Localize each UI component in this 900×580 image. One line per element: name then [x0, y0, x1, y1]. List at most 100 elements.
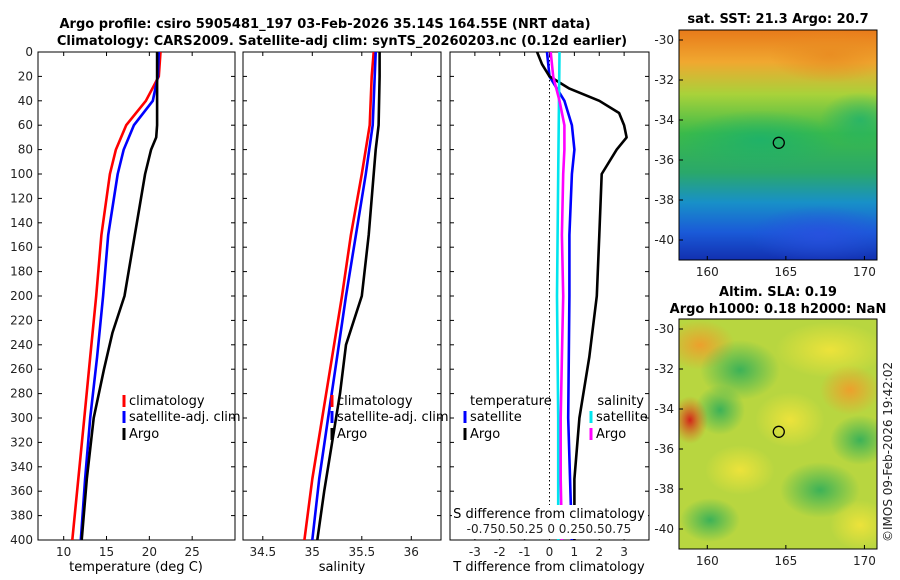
- salinity-lines: [303, 52, 381, 540]
- salinity-panel: 34.5 35 35.5 36 salinity climatology satell…: [242, 51, 449, 575]
- x-tick-label: 3: [620, 545, 628, 559]
- y-tick-label: 20: [18, 69, 33, 83]
- sla-patch: [680, 498, 740, 542]
- series-line-satellite-adj-clim: [79, 52, 161, 540]
- sst-heatmap: [679, 30, 877, 260]
- y-tick-label: 360: [10, 484, 33, 498]
- x-tick-label: 34.5: [249, 545, 276, 559]
- legend-temperature-heading: temperature: [470, 394, 552, 409]
- sst-map-title: sat. SST: 21.3 Argo: 20.7: [687, 12, 868, 27]
- x-tick-label: 2: [595, 545, 603, 559]
- top-axis-label-background: [452, 505, 648, 539]
- legend-s-satellite-label: satellite: [596, 410, 648, 425]
- sla-map-frame: [678, 318, 878, 550]
- y-tick-label: 0: [25, 45, 33, 59]
- x-tick-label: -1: [519, 545, 531, 559]
- sla-heatmap: [679, 319, 877, 549]
- map-y-tick-label: -40: [654, 522, 674, 536]
- x-tick-label: 0: [546, 545, 554, 559]
- x-tick-label: 10: [56, 545, 71, 559]
- sst-map-ticks: 160 165 170 -30 -32 -34 -36 -38 -40: [654, 33, 875, 279]
- y-tick-label: 60: [18, 118, 33, 132]
- x-tick-label: 20: [142, 545, 157, 559]
- y-tick-label: 80: [18, 143, 33, 157]
- y-tick-label: 380: [10, 509, 33, 523]
- difference-xlabel: T difference from climatology: [452, 560, 645, 575]
- y-tick-label: 120: [10, 191, 33, 205]
- y-tick-label: 100: [10, 167, 33, 181]
- series-line-climatology: [71, 52, 162, 540]
- x-tick-label: 15: [99, 545, 114, 559]
- sst-warm-patch: [770, 30, 877, 83]
- profile-location-marker: [772, 136, 785, 149]
- x-tick-label: 35: [305, 545, 320, 559]
- difference-panel: -3 -2 -1 0 1 2 3 T difference from climatology…: [449, 51, 650, 575]
- map-y-tick-label: -40: [654, 233, 674, 247]
- legend-argo-label: Argo: [337, 427, 367, 442]
- x-tick-label: -2: [494, 545, 506, 559]
- series-line-climatology: [303, 52, 375, 540]
- temperature-xlabel: temperature (deg C): [69, 560, 203, 575]
- map-y-tick-label: -38: [654, 482, 674, 496]
- salinity-legend: climatology satellite-adj. clim Argo: [330, 394, 449, 442]
- sla-map-title-line2: Argo h1000: 0.18 h2000: NaN: [670, 302, 887, 317]
- map-y-tick-label: -32: [654, 362, 674, 376]
- sst-green-patch-2: [820, 92, 877, 148]
- map-y-tick-label: -38: [654, 193, 674, 207]
- temperature-legend: climatology satellite-adj. clim Argo: [122, 394, 241, 442]
- sla-patch: [830, 415, 877, 465]
- figure-title-line1: Argo profile: csiro 5905481_197 03-Feb-2…: [59, 17, 590, 32]
- y-tick-label: 240: [10, 338, 33, 352]
- profile-location-marker: [772, 425, 785, 438]
- sla-map-ticks: 160 165 170 -30 -32 -34 -36 -38 -40: [654, 322, 875, 568]
- map-x-tick-label: 170: [853, 265, 876, 279]
- sla-patch: [820, 365, 877, 415]
- x-tick-label: 36: [404, 545, 419, 559]
- y-tick-label: 140: [10, 216, 33, 230]
- y-tick-label: 340: [10, 460, 33, 474]
- series-line-argo: [316, 52, 381, 540]
- y-tick-label: 320: [10, 435, 33, 449]
- sla-patch: [780, 462, 860, 518]
- legend-s-argo-label: Argo: [596, 427, 626, 442]
- difference-lines: [535, 52, 628, 540]
- sla-high-anomaly: [679, 396, 708, 444]
- s-difference-tick-labels: -0.750.50.25 0 0.250.50.75: [467, 522, 632, 536]
- map-x-tick-label: 160: [696, 265, 719, 279]
- map-x-tick-label: 165: [774, 265, 797, 279]
- figure-title-line2: Climatology: CARS2009. Satellite-adj cli…: [57, 34, 627, 49]
- sla-patch: [705, 445, 775, 495]
- x-tick-label: -3: [469, 545, 481, 559]
- sst-map-panel: sat. SST: 21.3 Argo: 20.7 160 165 170 -30 -3…: [654, 12, 878, 279]
- difference-legend: temperature satellite Argo salinity sate…: [463, 394, 648, 442]
- y-tick-label: 280: [10, 387, 33, 401]
- s-difference-axis-label: S difference from climatology: [453, 507, 645, 522]
- sla-patch: [830, 500, 877, 549]
- series-line-satellite-adj-clim: [311, 52, 377, 540]
- y-tick-label: 400: [10, 533, 33, 547]
- y-tick-label: 260: [10, 362, 33, 376]
- map-x-tick-label: 165: [774, 554, 797, 568]
- sla-map-title-line1: Altim. SLA: 0.19: [719, 285, 837, 300]
- legend-climatology-label: climatology: [337, 394, 413, 409]
- legend-salinity-heading: salinity: [597, 394, 644, 409]
- sst-cold-patch: [750, 205, 877, 260]
- map-x-tick-label: 160: [696, 554, 719, 568]
- y-tick-label: 160: [10, 240, 33, 254]
- temperature-ticks: 0 20 40 60 80 100 120 140 160 180 200 220 240 260 280 3…: [10, 45, 235, 559]
- legend-t-satellite-label: satellite: [470, 410, 522, 425]
- legend-satellite-label: satellite-adj. clim: [129, 410, 241, 425]
- y-tick-label: 180: [10, 265, 33, 279]
- map-y-tick-label: -36: [654, 153, 674, 167]
- sst-green-patch: [680, 110, 840, 170]
- sst-map-frame: [678, 29, 878, 261]
- x-tick-label: 1: [571, 545, 579, 559]
- legend-climatology-label: climatology: [129, 394, 205, 409]
- legend-satellite-label: satellite-adj. clim: [337, 410, 449, 425]
- series-line-salinity-satellite: [555, 52, 561, 540]
- temperature-lines: [71, 52, 162, 540]
- map-y-tick-label: -30: [654, 33, 674, 47]
- y-tick-label: 300: [10, 411, 33, 425]
- map-y-tick-label: -36: [654, 442, 674, 456]
